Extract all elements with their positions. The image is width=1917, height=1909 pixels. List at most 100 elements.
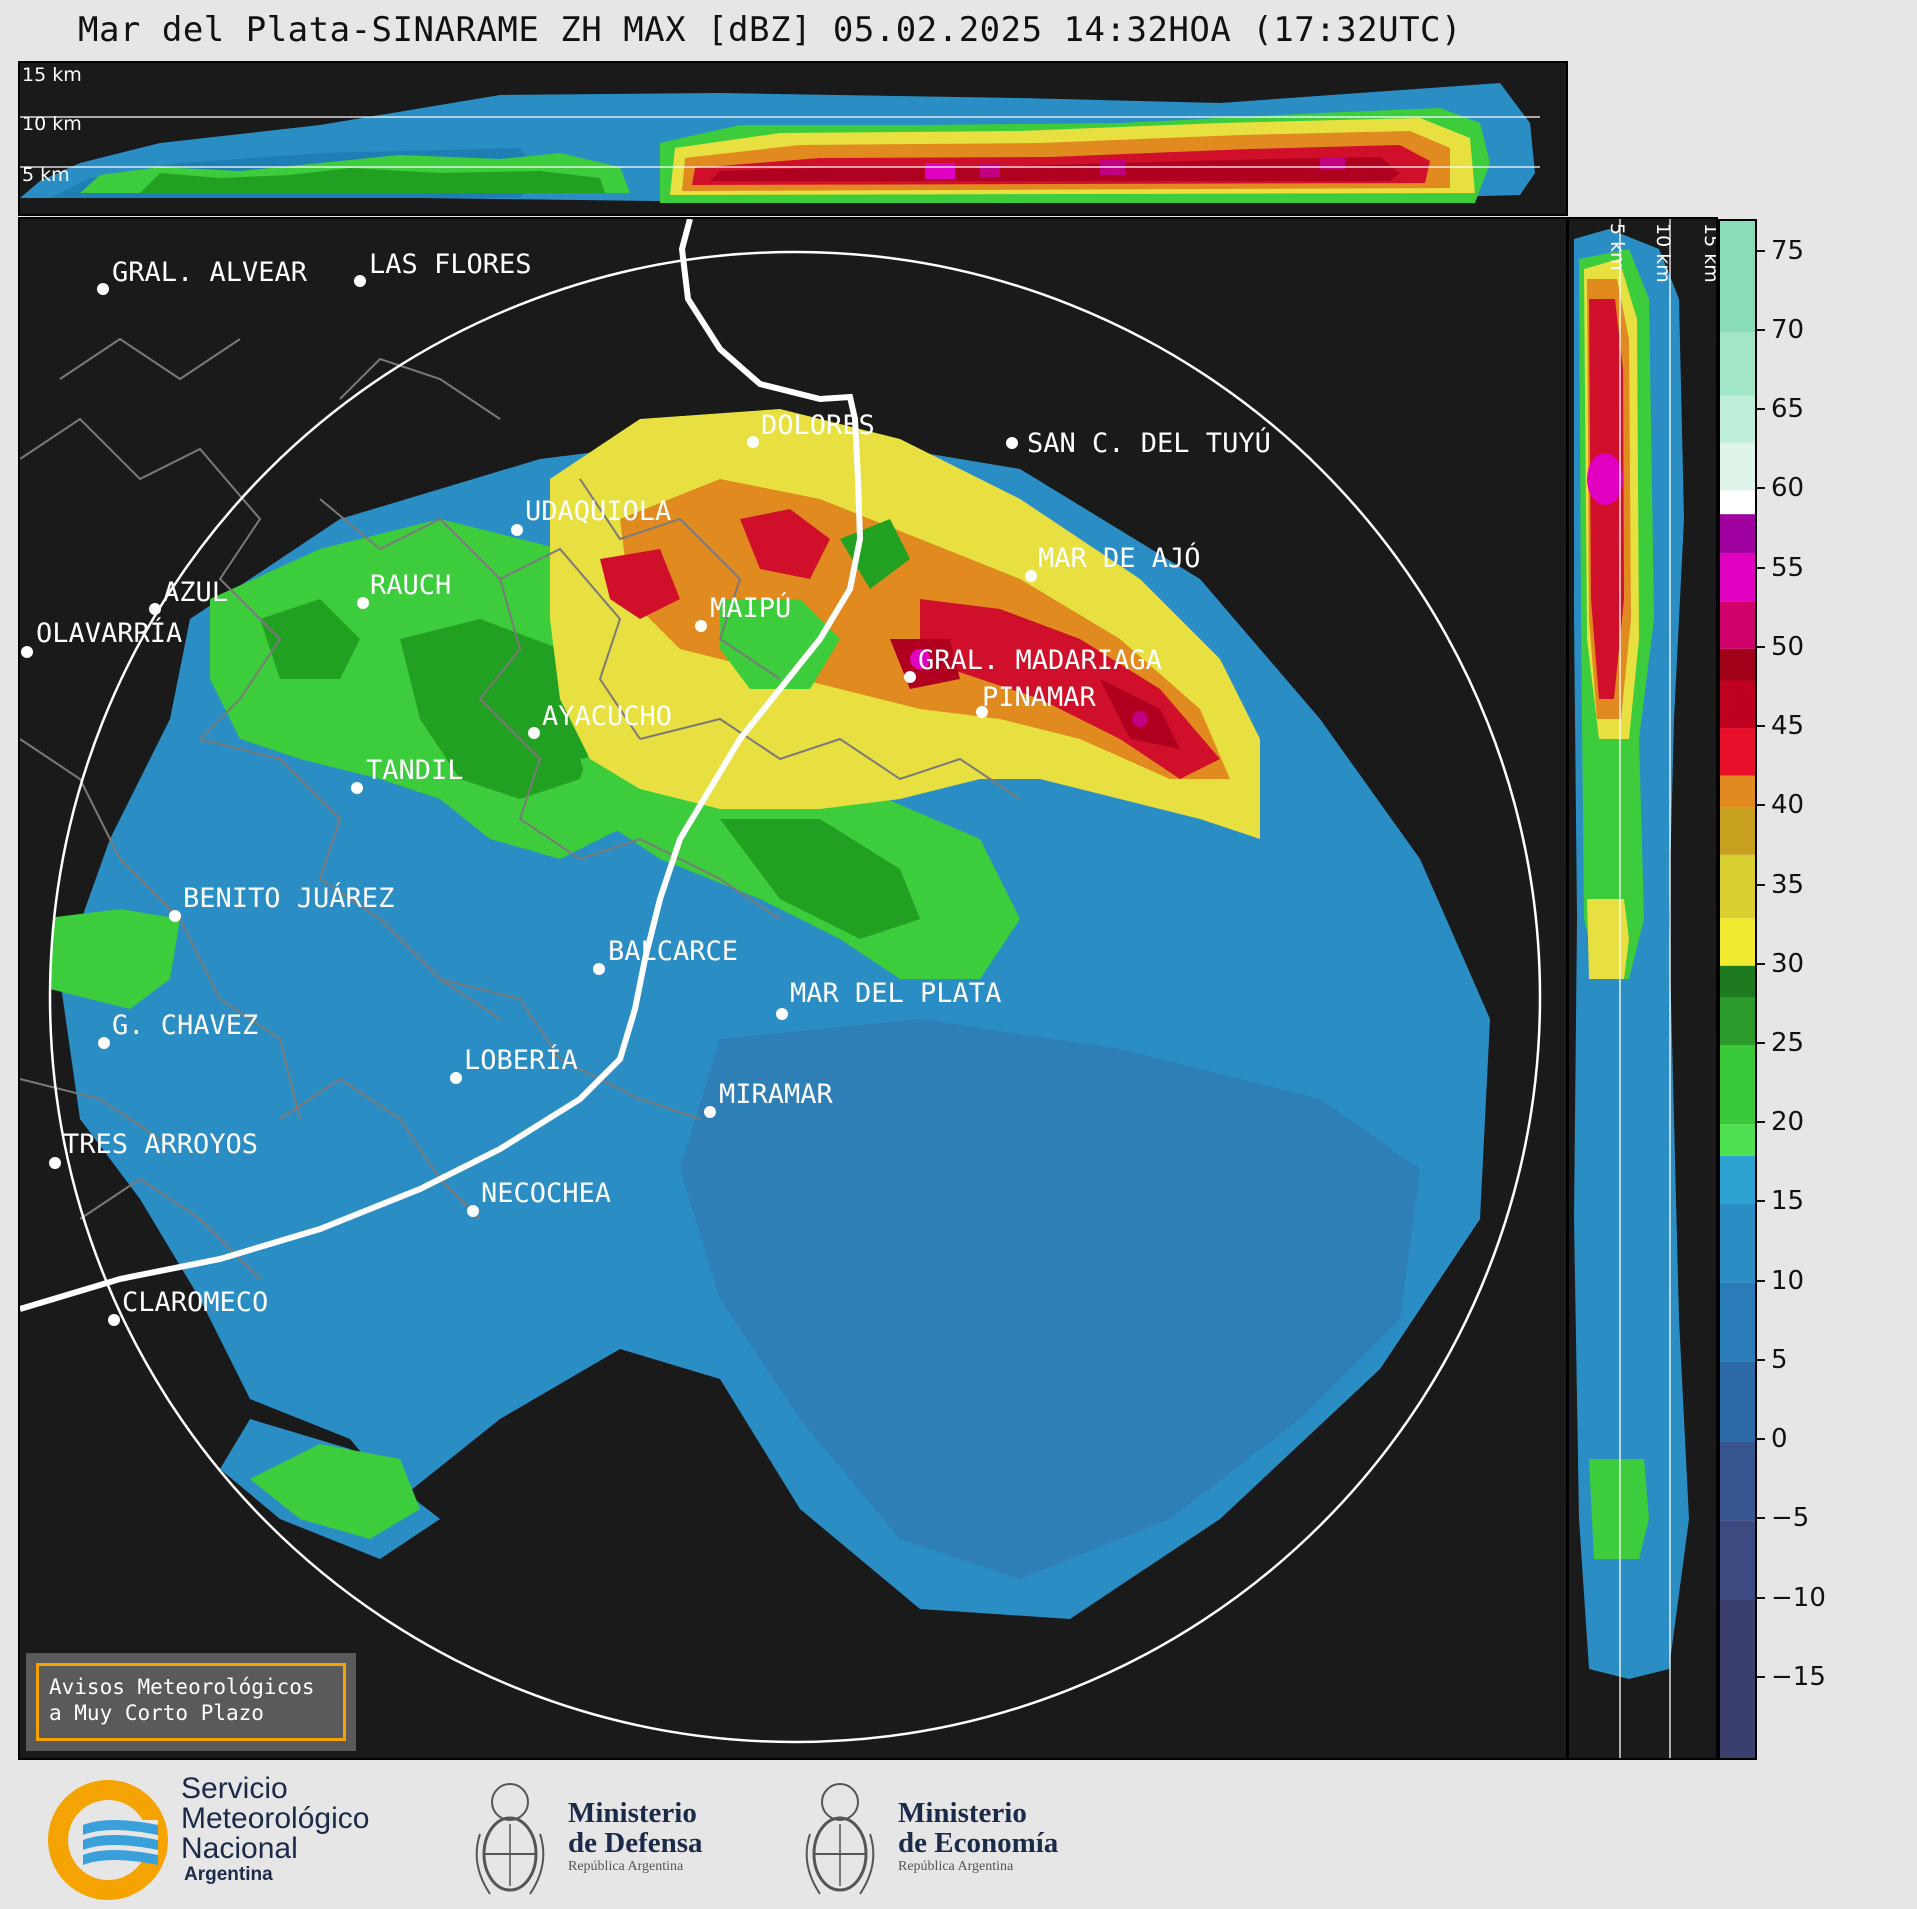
colorbar-tick-mark	[1757, 1200, 1765, 1203]
city-dot-dolores	[747, 436, 759, 448]
colorbar-tick-mark	[1757, 249, 1765, 252]
chart-title: Mar del Plata-SINARAME ZH MAX [dBZ] 05.0…	[77, 10, 1462, 50]
colorbar-band	[1720, 728, 1755, 776]
top-height-label-10km: 10 km	[22, 113, 82, 135]
colorbar-tick-label: −5	[1771, 1503, 1810, 1534]
colorbar-tick-mark	[1757, 645, 1765, 648]
city-dot-balcarce	[593, 963, 605, 975]
city-dot-g-chavez	[98, 1037, 110, 1049]
city-dot-tandil	[351, 782, 363, 794]
colorbar-tick-mark	[1757, 328, 1765, 331]
range-ring	[48, 250, 1542, 1744]
city-label-benito-juarez: BENITO JUÁREZ	[183, 882, 394, 914]
colorbar-band	[1720, 490, 1755, 515]
defensa-logo: Ministerio de Defensa República Argentin…	[470, 1770, 770, 1909]
colorbar-tick-label: 40	[1771, 790, 1805, 821]
city-dot-claromeco	[108, 1314, 120, 1326]
city-label-g-chavez: G. CHAVEZ	[112, 1010, 258, 1041]
colorbar-band	[1720, 854, 1755, 919]
alerts-box: Avisos Meteorológicos a Muy Corto Plazo	[26, 1653, 356, 1751]
colorbar-tick-label: 50	[1771, 631, 1805, 662]
colorbar-tick-label: 25	[1771, 1027, 1805, 1058]
smn-line2: Meteorológico	[181, 1802, 370, 1835]
colorbar-band	[1720, 1282, 1755, 1362]
smn-line1: Servicio	[181, 1772, 288, 1805]
city-label-mar-del-plata: MAR DEL PLATA	[790, 978, 1001, 1009]
colorbar-band	[1720, 221, 1755, 332]
economia-coat-of-arms-icon	[805, 1783, 875, 1895]
city-label-ayacucho: AYACUCHO	[542, 701, 672, 732]
top-cross-section-plot: 15 km 10 km 5 km	[20, 63, 1566, 214]
city-dot-gral-madariaga	[904, 671, 916, 683]
city-dot-benito-juarez	[169, 910, 181, 922]
city-label-san-c-del-tuyu: SAN C. DEL TUYÚ	[1027, 427, 1271, 459]
city-label-tandil: TANDIL	[366, 755, 464, 786]
top-height-label-15km: 15 km	[22, 64, 82, 86]
defensa-line1: Ministerio	[568, 1797, 697, 1829]
colorbar-tick-label: 0	[1771, 1424, 1788, 1455]
colorbar-ticks: 75 70 65 60 55 50 45 40 35 30 25 20 15 10 5 0 −5 −10 −15	[1757, 219, 1857, 1760]
colorbar-band	[1720, 601, 1755, 649]
city-label-dolores: DOLORES	[761, 410, 875, 441]
smn-emblem-icon	[48, 1780, 168, 1900]
colorbar-tick-label: 60	[1771, 473, 1805, 504]
colorbar-tick-label: 70	[1771, 314, 1805, 345]
colorbar-tick-mark	[1757, 725, 1765, 728]
radar-map: GRAL. ALVEAR LAS FLORES DOLORES SAN C. D…	[20, 219, 1566, 1758]
colorbar-band	[1720, 442, 1755, 491]
colorbar-tick-mark	[1757, 487, 1765, 490]
city-label-miramar: MIRAMAR	[719, 1079, 834, 1110]
colorbar-tick-mark	[1757, 883, 1765, 886]
colorbar-tick-label: 5	[1771, 1344, 1788, 1375]
colorbar-band	[1720, 775, 1755, 808]
colorbar-tick-label: 15	[1771, 1186, 1805, 1217]
colorbar-gradient	[1720, 221, 1755, 1758]
colorbar-band	[1720, 997, 1755, 1045]
colorbar-tick-mark	[1757, 1438, 1765, 1441]
alerts-box-line1: Avisos Meteorológicos	[49, 1675, 315, 1699]
city-dot-loberia	[450, 1072, 462, 1084]
colorbar-tick-label: 65	[1771, 394, 1805, 425]
city-label-gral-alvear: GRAL. ALVEAR	[112, 257, 308, 288]
city-label-azul: AZUL	[163, 577, 228, 608]
top-height-label-5km: 5 km	[22, 164, 70, 186]
economia-line3: República Argentina	[898, 1859, 1014, 1874]
city-dot-tres-arroyos	[49, 1157, 61, 1169]
city-dot-necochea	[467, 1205, 479, 1217]
colorbar-tick-label: −15	[1771, 1661, 1826, 1692]
side-height-label-10km: 10 km	[1652, 223, 1674, 283]
side-height-label-5km: 5 km	[1606, 223, 1628, 271]
colorbar-tick-mark	[1757, 804, 1765, 807]
city-label-las-flores: LAS FLORES	[369, 249, 532, 280]
side-cross-section-panel: 5 km 10 km 15 km	[1567, 217, 1718, 1760]
city-label-gral-madariaga: GRAL. MADARIAGA	[918, 645, 1162, 676]
colorbar-band	[1720, 1441, 1755, 1521]
city-label-necochea: NECOCHEA	[481, 1178, 611, 1209]
city-label-rauch: RAUCH	[370, 570, 451, 601]
defensa-coat-of-arms-icon	[475, 1783, 545, 1895]
city-label-udaquiola: UDAQUIOLA	[525, 496, 671, 527]
smn-line4: Argentina	[184, 1864, 273, 1885]
colorbar-band	[1720, 807, 1755, 855]
city-dot-ayacucho	[528, 727, 540, 739]
city-label-claromeco: CLAROMECO	[122, 1287, 268, 1318]
economia-line1: Ministerio	[898, 1797, 1027, 1829]
colorbar-tick-label: −10	[1771, 1582, 1826, 1613]
city-dot-olavarria	[21, 646, 33, 658]
colorbar-band	[1720, 395, 1755, 443]
colorbar-band	[1720, 1155, 1755, 1204]
smn-line3: Nacional	[181, 1832, 298, 1865]
city-label-maipu: MAIPÚ	[710, 592, 791, 624]
city-label-loberia: LOBERÍA	[464, 1044, 578, 1076]
colorbar-tick-label: 75	[1771, 235, 1805, 266]
colorbar-tick-label: 20	[1771, 1107, 1805, 1138]
city-dot-miramar	[704, 1106, 716, 1118]
colorbar-band	[1720, 514, 1755, 554]
city-dot-mar-de-ajo	[1025, 570, 1037, 582]
defensa-line2: de Defensa	[568, 1827, 703, 1859]
alerts-box-line2: a Muy Corto Plazo	[49, 1701, 264, 1725]
city-dot-las-flores	[354, 275, 366, 287]
economia-line2: de Economía	[898, 1827, 1059, 1859]
colorbar-tick-label: 10	[1771, 1265, 1805, 1296]
colorbar-band	[1720, 1203, 1755, 1283]
